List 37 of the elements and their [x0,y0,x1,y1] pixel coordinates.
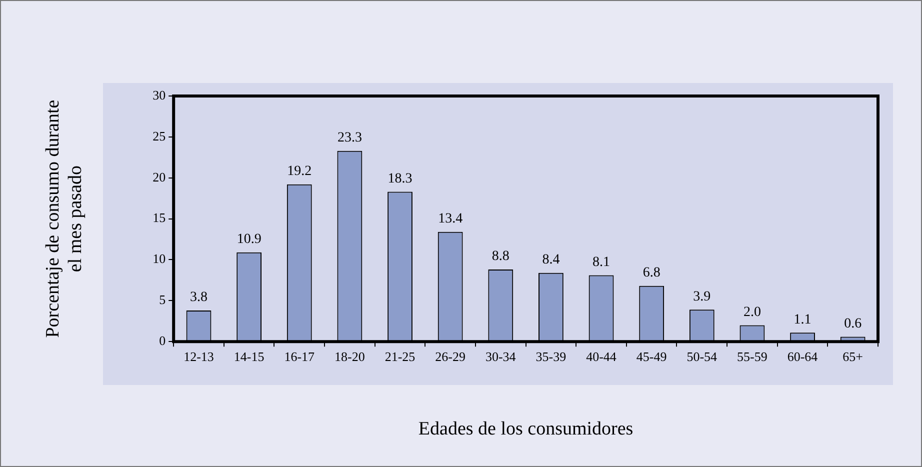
data-label: 19.2 [287,164,312,180]
y-tick-label: 10 [152,251,166,266]
y-tick-label: 15 [152,210,166,226]
x-axis-title: Edades de los consumidores [418,418,634,440]
x-tick-label: 21-25 [384,348,416,364]
y-tick-label: 5 [159,292,166,308]
y-axis-title: Porcentaje de consumo durante el mes pasado [42,100,86,338]
x-tick-label: 16-17 [284,348,316,364]
x-tick-label: 30-34 [485,348,516,364]
data-label: 0.6 [844,316,862,332]
y-tick-label: 25 [152,128,166,144]
data-label: 1.1 [794,312,812,328]
x-tick-label: 50-54 [686,348,718,364]
data-label: 18.3 [388,171,412,186]
x-tick-label: 60-64 [787,348,818,364]
x-tick-label: 26-29 [435,348,466,364]
y-tick-label: 0 [159,333,166,348]
data-label: 8.4 [542,252,560,268]
x-tick-label: 18-20 [334,348,365,364]
data-label: 23.3 [337,130,362,146]
data-label: 13.4 [438,212,463,227]
x-tick-label: 35-39 [536,348,566,364]
x-tick-label: 45-49 [636,348,667,364]
data-label: 3.8 [190,290,208,306]
data-label: 2.0 [743,304,761,320]
x-tick-label: 12-13 [184,348,214,364]
x-tick-label: 65+ [842,348,864,364]
y-tick-label: 20 [152,169,166,184]
data-label: 8.8 [492,249,510,264]
x-tick-label: 40-44 [586,348,617,364]
x-tick-label: 55-59 [737,348,768,364]
x-tick-label: 14-15 [234,348,264,364]
data-label: 3.9 [693,289,711,304]
y-tick-label: 30 [152,87,166,102]
data-label: 6.8 [642,266,660,281]
data-label: 10.9 [236,232,262,248]
data-label: 8.1 [592,254,610,270]
